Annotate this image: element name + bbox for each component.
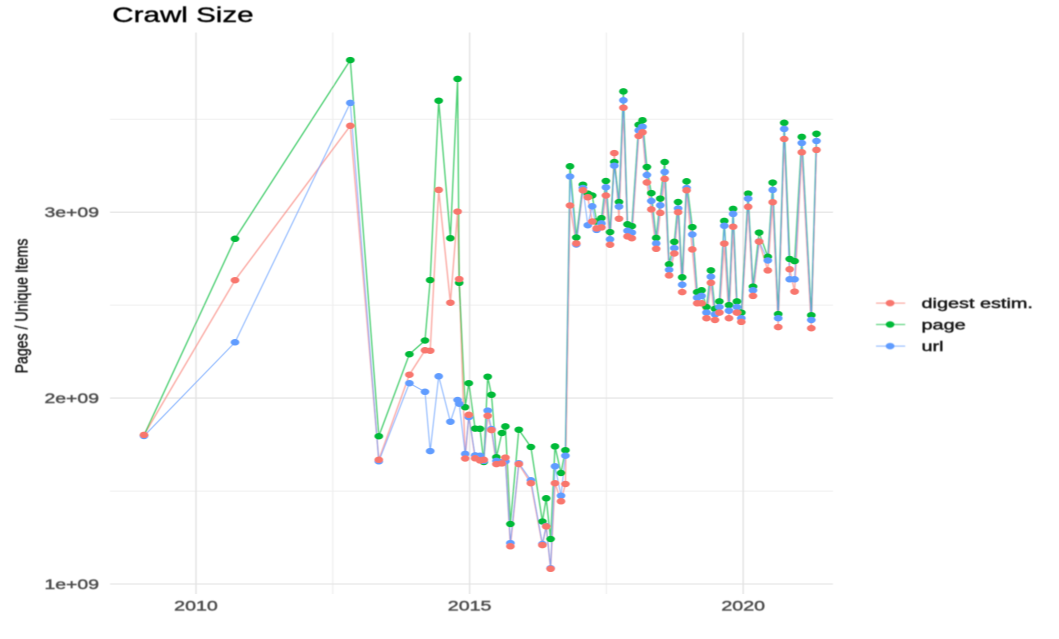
svg-text:1e+09: 1e+09 bbox=[44, 577, 99, 592]
svg-text:url: url bbox=[922, 339, 944, 354]
svg-text:2010: 2010 bbox=[174, 599, 218, 614]
svg-text:2015: 2015 bbox=[448, 599, 492, 614]
svg-text:page: page bbox=[922, 317, 966, 332]
svg-text:Pages / Unique Items: Pages / Unique Items bbox=[13, 239, 32, 374]
svg-text:2020: 2020 bbox=[721, 599, 765, 614]
svg-text:3e+09: 3e+09 bbox=[44, 205, 99, 220]
svg-text:2e+09: 2e+09 bbox=[44, 391, 99, 406]
svg-text:digest estim.: digest estim. bbox=[922, 296, 1033, 311]
svg-text:Crawl Size: Crawl Size bbox=[112, 4, 253, 27]
